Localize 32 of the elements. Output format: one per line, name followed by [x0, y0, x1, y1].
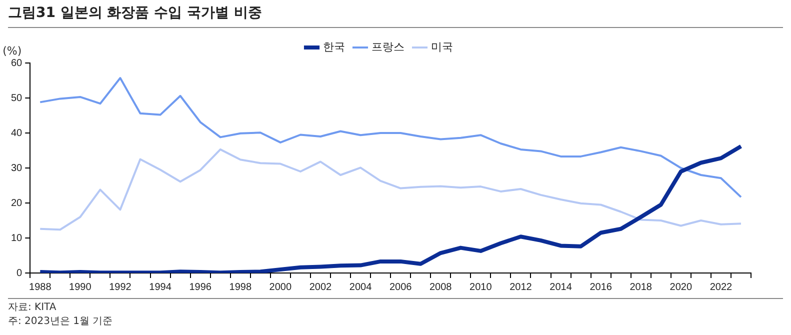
x-tick-label: 2018 [630, 282, 652, 293]
x-tick-label: 1996 [189, 282, 212, 293]
y-tick-label: 40 [11, 128, 23, 139]
y-tick-label: 60 [11, 58, 23, 69]
x-tick-label: 1992 [109, 282, 132, 293]
x-tick-label: 1990 [69, 282, 92, 293]
legend-label: 프랑스 [371, 40, 404, 54]
y-tick-label: 30 [11, 162, 23, 174]
x-tick-label: 1988 [29, 282, 52, 293]
x-tick-label: 2022 [710, 282, 733, 293]
y-axis-title: (%) [2, 44, 22, 58]
legend-label: 미국 [430, 40, 453, 54]
x-tick-label: 2002 [309, 282, 332, 293]
text: 자료: KITA [8, 301, 58, 315]
x-tick-label: 2004 [349, 282, 372, 293]
chart-title: 그림31 일본의 화장품 수입 국가별 비중 [8, 4, 783, 28]
y-tick-label: 10 [11, 232, 23, 244]
x-tick-label: 2000 [269, 282, 292, 293]
x-tick-label: 2014 [550, 282, 572, 293]
x-tick-label: 2020 [670, 282, 692, 293]
y-tick-label: 20 [11, 198, 23, 209]
x-tick-label: 2012 [510, 282, 532, 293]
y-tick-label: 50 [11, 92, 23, 104]
y-tick-label: 0 [16, 268, 23, 279]
x-tick-label: 2008 [429, 282, 452, 293]
x-tick-label: 1998 [229, 282, 252, 293]
x-tick-label: 1994 [149, 282, 172, 293]
x-tick-label: 2016 [590, 282, 612, 293]
legend-label: 한국 [322, 40, 345, 54]
x-tick-label: 2006 [389, 282, 412, 293]
x-tick-label: 2010 [470, 282, 492, 293]
text: 주: 2023년은 1월 기준 [8, 315, 114, 329]
